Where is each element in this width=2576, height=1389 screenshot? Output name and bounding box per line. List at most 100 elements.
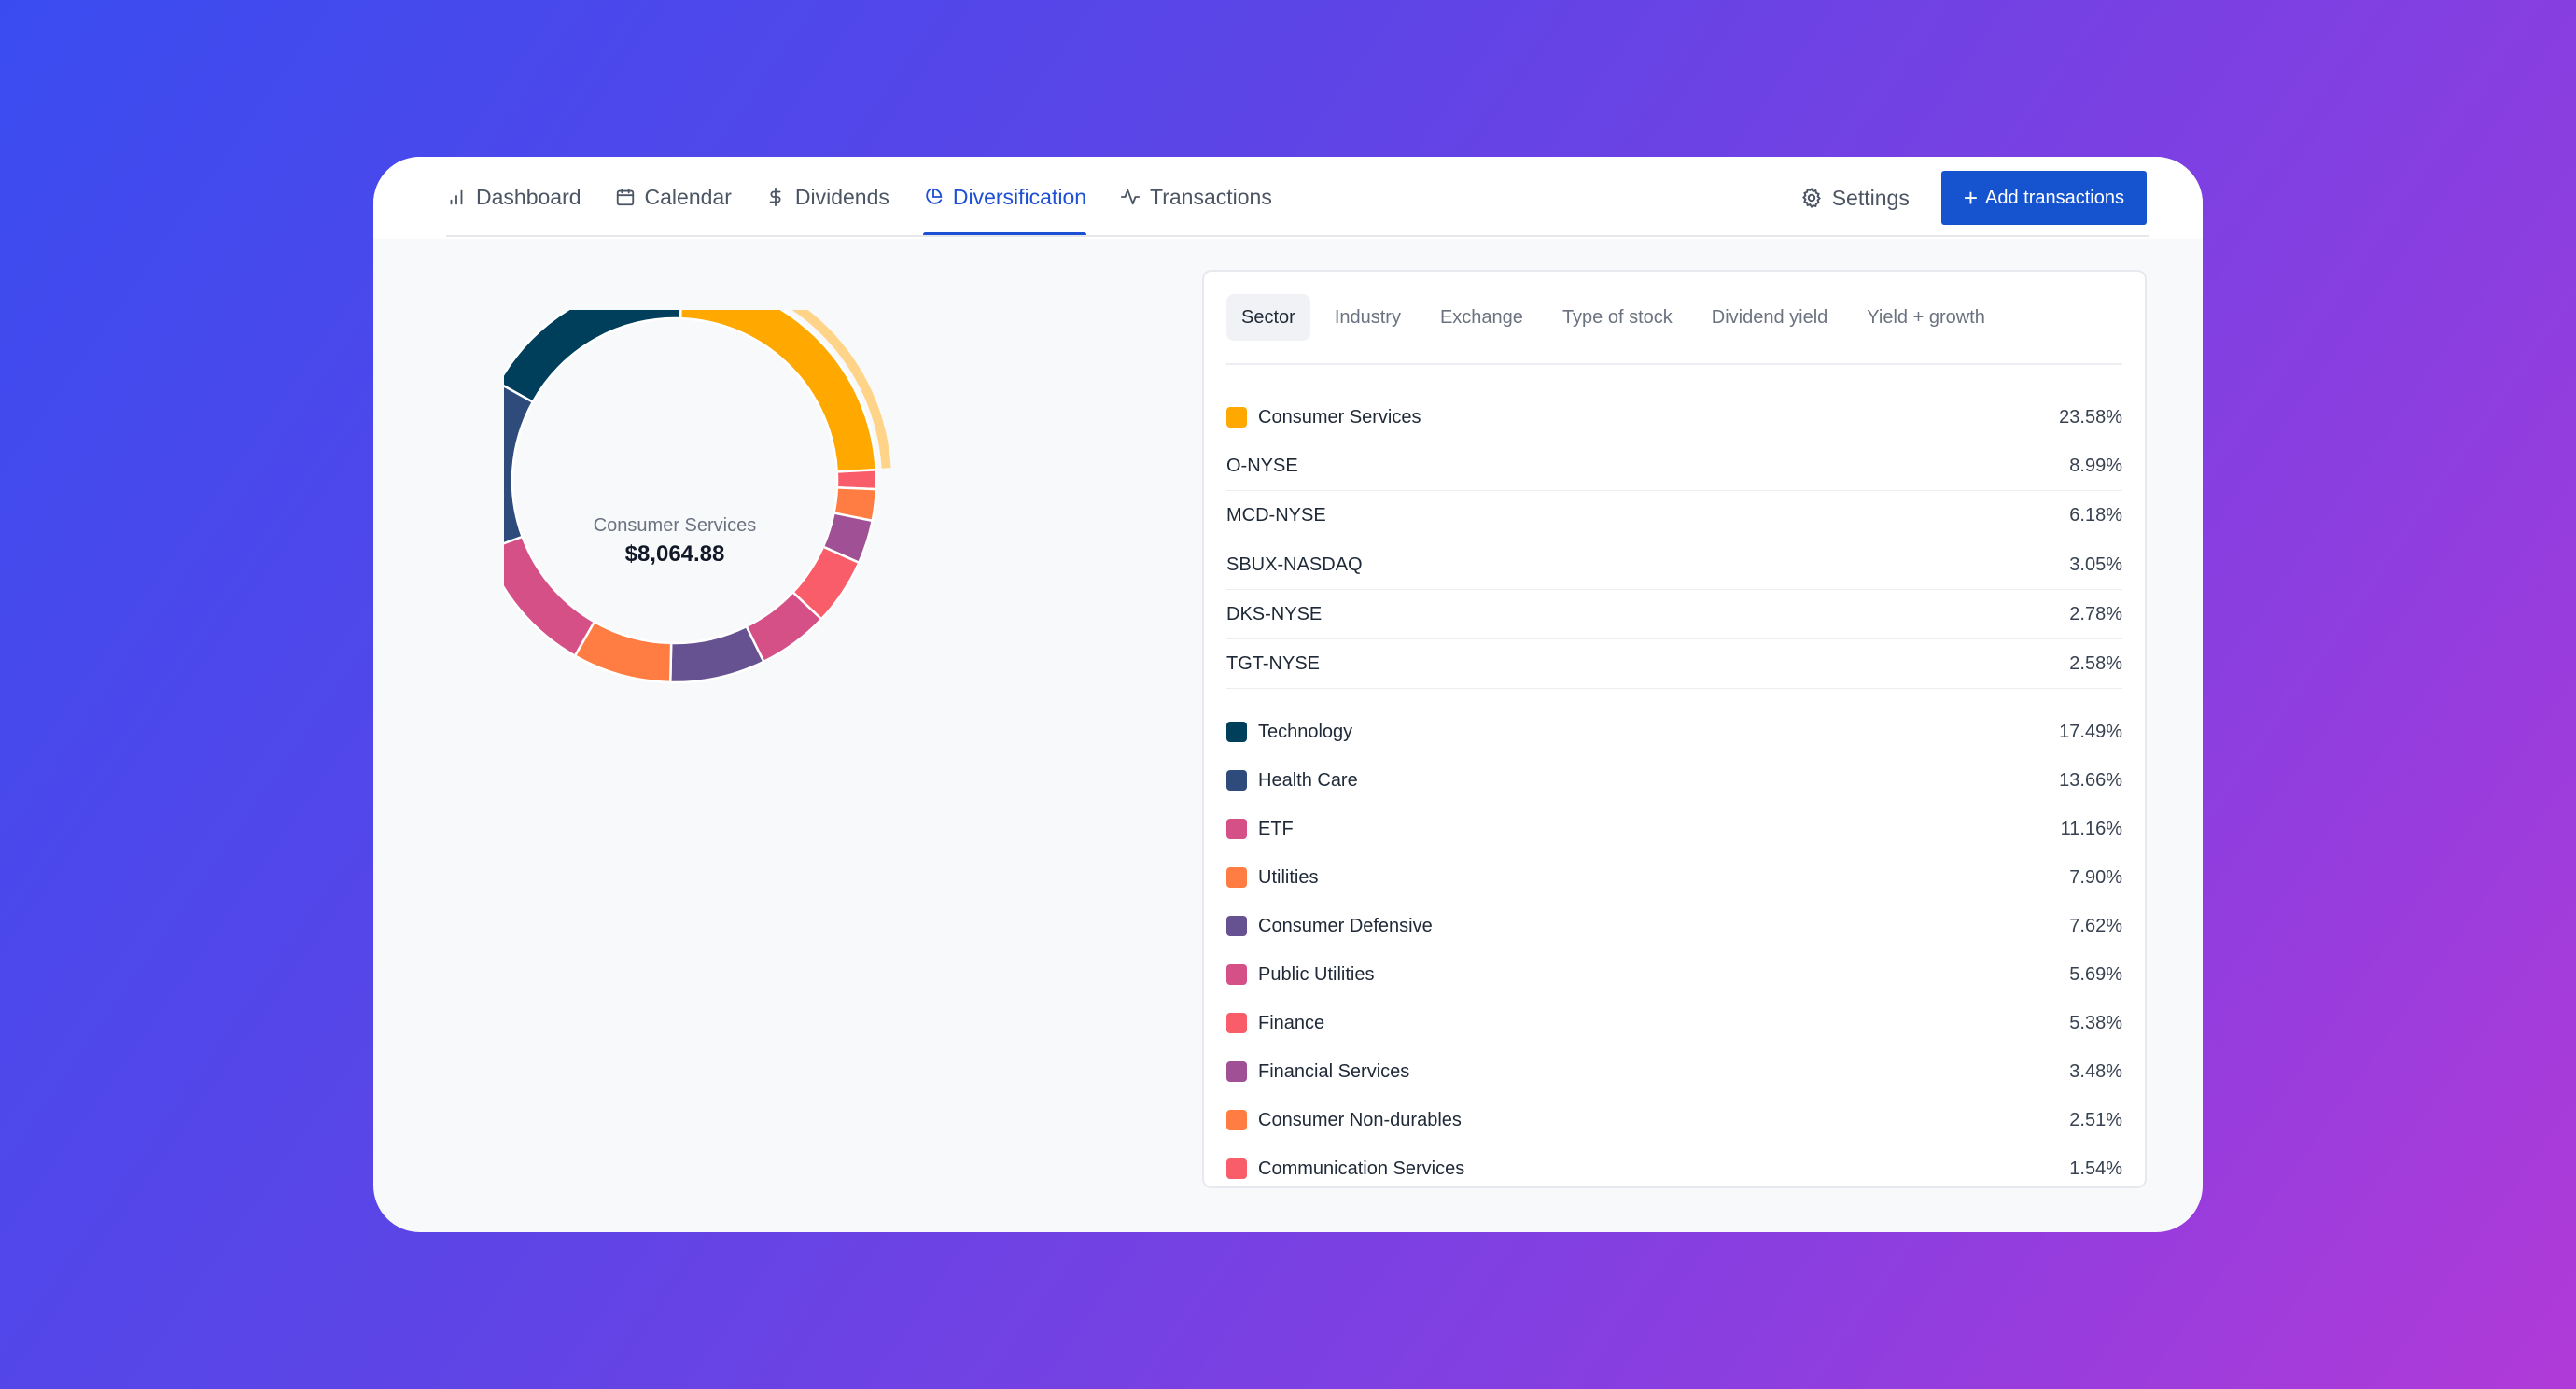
tab-exchange[interactable]: Exchange <box>1439 306 1523 328</box>
nav-calendar[interactable]: Calendar <box>615 157 732 237</box>
holding-pct: 2.78% <box>2069 603 2122 624</box>
nav-diversification[interactable]: Diversification <box>922 157 1087 237</box>
holding-row[interactable]: TGT-NYSE 2.58% <box>1226 639 2122 689</box>
color-swatch <box>1226 1110 1247 1130</box>
top-navigation-bar: Dashboard Calendar Dividends Diversifica… <box>373 157 2203 239</box>
sector-row[interactable]: Public Utilities 5.69% <box>1226 950 2122 999</box>
pie-chart-icon <box>926 188 943 204</box>
sector-row[interactable]: Health Care 13.66% <box>1226 756 2122 805</box>
holding-row[interactable]: O-NYSE 8.99% <box>1226 442 2122 491</box>
list-spacer <box>1226 689 2122 708</box>
sector-name: Financial Services <box>1226 1061 1409 1083</box>
sector-pct: 7.90% <box>2069 866 2122 888</box>
top-right-tools: Settings + Add transactions <box>1800 171 2147 225</box>
sector-pct: 11.16% <box>2060 818 2122 839</box>
tab-dividend-yield[interactable]: Dividend yield <box>1711 306 1828 328</box>
sector-label: Health Care <box>1258 769 1358 791</box>
sector-label: Consumer Services <box>1258 406 1421 428</box>
sector-name: Public Utilities <box>1226 964 1374 986</box>
nav-dividends[interactable]: Dividends <box>765 157 889 237</box>
breakdown-tabs: Sector Industry Exchange Type of stock D… <box>1226 294 2000 341</box>
tab-sector[interactable]: Sector <box>1226 294 1310 341</box>
sector-label: Communication Services <box>1258 1158 1465 1179</box>
color-swatch <box>1226 722 1247 742</box>
donut-slice-consumer-services[interactable] <box>679 277 877 473</box>
donut-slice-technology[interactable] <box>497 277 683 404</box>
sector-row[interactable]: Technology 17.49% <box>1226 708 2122 756</box>
sector-row-expanded[interactable]: Consumer Services 23.58% <box>1226 393 2122 442</box>
nav-transactions[interactable]: Transactions <box>1120 157 1272 237</box>
holding-name: SBUX-NASDAQ <box>1226 554 1363 575</box>
sector-label: ETF <box>1258 818 1294 839</box>
nav-dashboard[interactable]: Dashboard <box>446 157 581 237</box>
color-swatch <box>1226 1158 1247 1179</box>
sector-pct: 1.54% <box>2069 1158 2122 1179</box>
holding-name: DKS-NYSE <box>1226 603 1323 624</box>
holding-name: O-NYSE <box>1226 455 1298 476</box>
sector-pct: 23.58% <box>2059 406 2122 428</box>
color-swatch <box>1226 1013 1247 1033</box>
breakdown-panel: Sector Industry Exchange Type of stock D… <box>1202 270 2147 1188</box>
color-swatch <box>1226 1061 1247 1082</box>
sector-label: Financial Services <box>1258 1060 1410 1082</box>
tabs-divider <box>1226 363 2122 365</box>
sector-row[interactable]: Utilities 7.90% <box>1226 853 2122 902</box>
bar-chart-icon <box>450 189 463 205</box>
holding-row[interactable]: DKS-NYSE 2.78% <box>1226 590 2122 639</box>
holding-pct: 6.18% <box>2069 504 2122 526</box>
holding-pct: 8.99% <box>2069 455 2122 476</box>
settings-button[interactable]: Settings <box>1800 186 1910 211</box>
sector-name: Communication Services <box>1226 1158 1464 1180</box>
gear-icon <box>1801 188 1821 208</box>
nav-diversification-label: Diversification <box>952 184 1087 209</box>
sector-pct: 17.49% <box>2059 721 2122 742</box>
sector-label: Consumer Non-durables <box>1258 1109 1462 1130</box>
sector-name: Finance <box>1226 1013 1324 1034</box>
sector-row[interactable]: Communication Services 1.54% <box>1226 1144 2122 1193</box>
donut-slice-health-care[interactable] <box>471 381 535 552</box>
nav-transactions-label: Transactions <box>1150 184 1272 209</box>
sector-row[interactable]: ETF 11.16% <box>1226 805 2122 853</box>
color-swatch <box>1226 916 1247 936</box>
color-swatch <box>1226 819 1247 839</box>
main-nav: Dashboard Calendar Dividends Diversifica… <box>446 157 1272 237</box>
add-transactions-button[interactable]: + Add transactions <box>1940 171 2147 225</box>
color-swatch <box>1226 407 1247 428</box>
sector-row[interactable]: Consumer Non-durables 2.51% <box>1226 1096 2122 1144</box>
settings-label: Settings <box>1831 185 1910 210</box>
color-swatch <box>1226 770 1247 791</box>
sector-label: Finance <box>1258 1012 1325 1033</box>
nav-divider <box>446 235 2149 237</box>
donut-slice-communication-services[interactable] <box>835 468 878 491</box>
sector-list: Consumer Services 23.58% O-NYSE 8.99% MC… <box>1226 393 2122 1193</box>
tab-industry[interactable]: Industry <box>1334 306 1401 328</box>
holding-row[interactable]: SBUX-NASDAQ 3.05% <box>1226 540 2122 590</box>
tab-yield-growth[interactable]: Yield + growth <box>1867 306 1985 328</box>
sector-name: Consumer Defensive <box>1226 916 1433 937</box>
color-swatch <box>1226 867 1247 888</box>
sector-name: Utilities <box>1226 867 1318 889</box>
sector-name: Technology <box>1226 722 1352 743</box>
holding-row[interactable]: MCD-NYSE 6.18% <box>1226 491 2122 540</box>
add-transactions-label: Add transactions <box>1985 187 2124 208</box>
sector-pct: 7.62% <box>2069 915 2122 936</box>
sector-label: Public Utilities <box>1258 963 1375 985</box>
sector-label: Consumer Defensive <box>1258 915 1433 936</box>
sector-pct: 2.51% <box>2069 1109 2122 1130</box>
donut-chart-svg <box>471 264 891 684</box>
sector-name: Health Care <box>1226 770 1358 792</box>
sector-row[interactable]: Financial Services 3.48% <box>1226 1047 2122 1096</box>
sector-row[interactable]: Finance 5.38% <box>1226 999 2122 1047</box>
sector-row[interactable]: Consumer Defensive 7.62% <box>1226 902 2122 950</box>
color-swatch <box>1226 964 1247 985</box>
nav-dashboard-label: Dashboard <box>476 184 581 209</box>
calendar-icon <box>616 188 634 206</box>
nav-calendar-label: Calendar <box>644 184 732 209</box>
tab-type-of-stock[interactable]: Type of stock <box>1561 306 1673 328</box>
donut-slice-etf[interactable] <box>483 535 596 658</box>
donut-slice-consumer-defensive[interactable] <box>668 624 765 684</box>
sector-pct: 5.38% <box>2069 1012 2122 1033</box>
sector-label: Utilities <box>1258 866 1319 888</box>
dollar-icon <box>769 187 781 207</box>
sector-label: Technology <box>1258 721 1353 742</box>
